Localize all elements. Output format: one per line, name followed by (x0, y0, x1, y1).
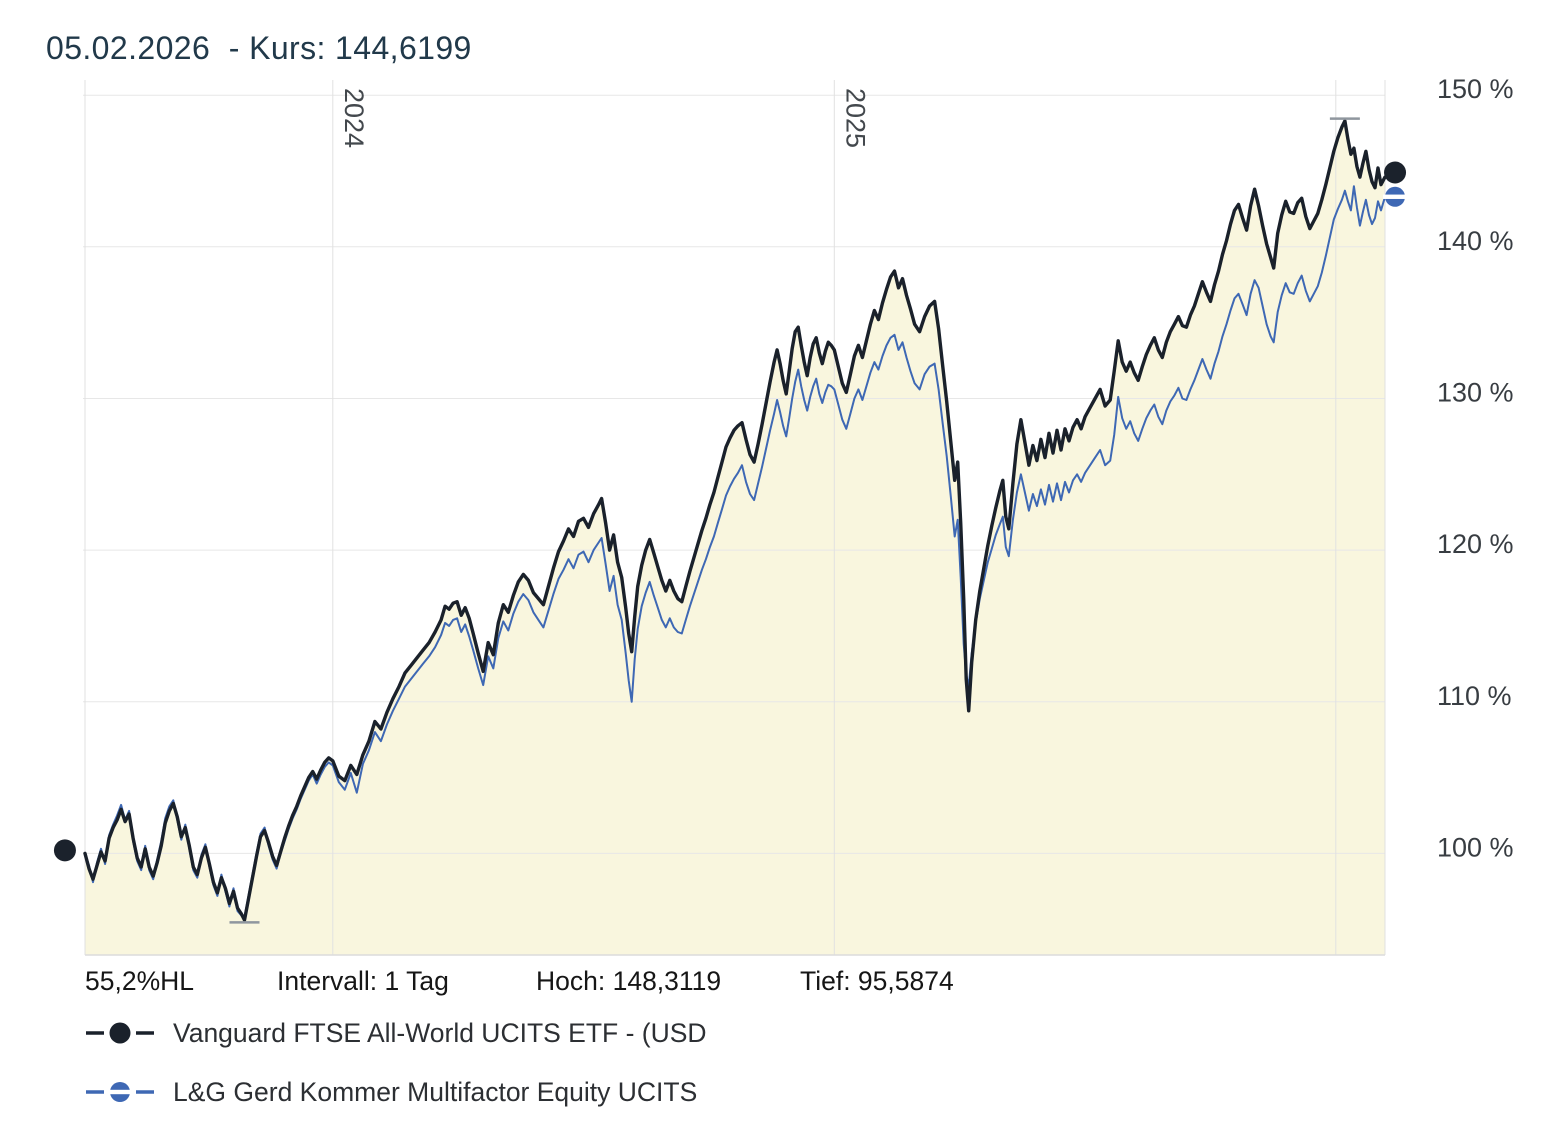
high-low-range-stat: 55,2%HL (85, 966, 195, 996)
low-stat: Tief: 95,5874 (800, 966, 954, 996)
legend-item-gerd-kommer[interactable]: L&G Gerd Kommer Multifactor Equity UCITS (85, 1076, 698, 1107)
legend-label-gerd-kommer: L&G Gerd Kommer Multifactor Equity UCITS (173, 1076, 698, 1107)
y-axis-tick-label: 100 % (1437, 832, 1514, 862)
series-endpoint-dot (1384, 161, 1407, 184)
high-stat: Hoch: 148,3119 (536, 966, 722, 996)
series-endpoint-dot (53, 839, 76, 862)
chart-stats-row: 55,2%HL Intervall: 1 Tag Hoch: 148,3119 … (0, 966, 1548, 1000)
y-axis-tick-label: 130 % (1437, 378, 1514, 408)
y-axis-tick-label: 120 % (1437, 529, 1514, 559)
page-title: 05.02.2026 - Kurs: 144,6199 (46, 30, 472, 66)
vanguard-series-marker-icon (86, 1022, 154, 1044)
area-fill (85, 120, 1385, 955)
x-axis-year-label: 2024 (339, 88, 369, 148)
endpoint-stripe (1383, 194, 1408, 199)
gerd-kommer-series-marker-icon (86, 1082, 154, 1102)
y-axis-tick-label: 110 % (1437, 681, 1512, 711)
y-axis-tick-label: 150 % (1437, 74, 1514, 104)
legend-label-vanguard: Vanguard FTSE All-World UCITS ETF - (USD (173, 1017, 707, 1048)
interval-stat: Intervall: 1 Tag (277, 966, 449, 996)
vanguard-series-line (83, 119, 1387, 922)
x-axis-year-label: 2025 (840, 88, 870, 148)
y-axis-tick-label: 140 % (1437, 226, 1514, 256)
legend-item-vanguard[interactable]: Vanguard FTSE All-World UCITS ETF - (USD (85, 1017, 707, 1048)
